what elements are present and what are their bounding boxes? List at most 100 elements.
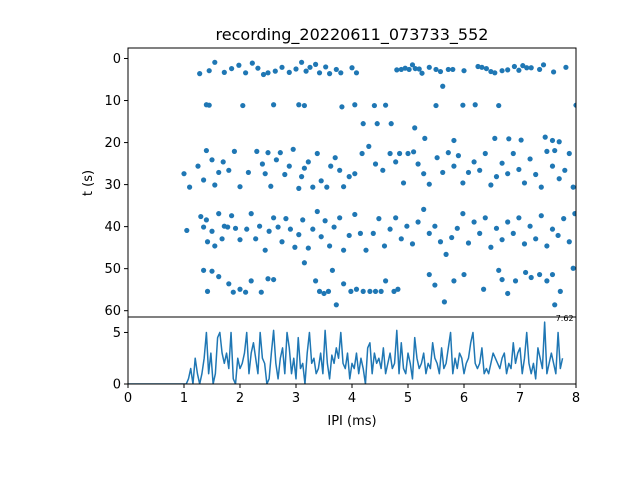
raster-point xyxy=(528,65,534,71)
raster-point xyxy=(460,102,466,108)
raster-point xyxy=(248,278,254,284)
raster-point xyxy=(398,66,404,73)
raster-y-axis-label: t (s) xyxy=(81,170,96,196)
raster-point xyxy=(341,184,347,190)
raster-point xyxy=(316,288,323,294)
raster-point xyxy=(433,66,439,73)
raster-point xyxy=(249,60,255,66)
raster-point xyxy=(475,63,481,70)
raster-point xyxy=(460,211,466,217)
raster-point xyxy=(286,163,292,169)
raster-point xyxy=(415,161,421,167)
raster-point xyxy=(443,251,449,257)
raster-point xyxy=(236,62,242,68)
raster-point xyxy=(254,148,260,154)
raster-point xyxy=(450,66,456,73)
raster-point xyxy=(352,171,358,177)
histogram-x-tick-label: 2 xyxy=(236,391,244,406)
raster-point xyxy=(245,169,251,176)
raster-point xyxy=(277,150,283,156)
raster-point xyxy=(262,171,268,177)
raster-point xyxy=(321,290,327,297)
raster-point xyxy=(481,286,487,292)
raster-point xyxy=(544,243,550,249)
raster-point xyxy=(555,232,561,239)
raster-point xyxy=(381,243,388,249)
raster-point xyxy=(549,271,556,278)
raster-point xyxy=(339,104,345,110)
raster-point xyxy=(552,302,558,308)
raster-point xyxy=(409,62,416,68)
raster-point xyxy=(527,156,533,162)
raster-point xyxy=(397,150,403,157)
histogram-x-axis: 0 1 2 3 4 5 6 7 8 xyxy=(124,384,580,406)
raster-point xyxy=(542,134,548,140)
histogram-y-axis: 05 xyxy=(113,326,128,393)
raster-point xyxy=(516,166,522,173)
raster-point xyxy=(338,70,344,76)
raster-point xyxy=(562,167,568,173)
raster-point xyxy=(209,268,215,274)
raster-point xyxy=(240,102,246,109)
raster-point xyxy=(521,241,528,247)
raster-point xyxy=(216,169,222,176)
raster-point xyxy=(378,288,384,294)
histogram-x-tick-label: 5 xyxy=(404,391,412,406)
raster-point xyxy=(212,59,218,65)
raster-point xyxy=(394,67,400,73)
raster-y-tick-label: 50 xyxy=(104,262,121,277)
raster-point xyxy=(387,226,393,232)
raster-point xyxy=(482,215,488,221)
raster-point xyxy=(540,62,547,68)
histogram-x-tick-label: 4 xyxy=(348,391,356,406)
raster-point xyxy=(512,278,519,284)
raster-point xyxy=(496,267,502,273)
raster-point xyxy=(391,288,397,294)
raster-point xyxy=(411,149,417,155)
raster-point xyxy=(209,228,215,234)
raster-point xyxy=(299,174,305,180)
raster-point xyxy=(209,157,215,163)
raster-point xyxy=(201,224,207,230)
raster-point xyxy=(237,286,243,292)
raster-point xyxy=(187,184,193,190)
raster-point xyxy=(511,63,517,70)
raster-point xyxy=(527,223,533,229)
raster-point xyxy=(426,230,432,236)
raster-point xyxy=(363,247,369,253)
raster-point xyxy=(329,267,335,273)
raster-point xyxy=(563,64,569,70)
raster-point xyxy=(422,135,428,141)
raster-point xyxy=(488,182,494,188)
raster-point xyxy=(225,224,231,230)
raster-point xyxy=(313,61,319,67)
raster-point xyxy=(421,171,427,177)
raster-point xyxy=(471,219,477,225)
raster-point xyxy=(323,64,329,70)
raster-point xyxy=(204,288,211,294)
raster-point xyxy=(371,102,377,109)
raster-point xyxy=(404,223,410,229)
raster-point xyxy=(537,66,543,73)
raster-point xyxy=(488,244,494,250)
histogram-peak-annotation: 7.62 xyxy=(556,314,574,323)
raster-point xyxy=(415,219,421,225)
raster-point xyxy=(505,290,511,297)
raster-point xyxy=(549,163,556,169)
raster-point xyxy=(499,237,505,243)
raster-point xyxy=(516,215,522,221)
raster-point xyxy=(325,288,332,294)
raster-point xyxy=(346,174,352,180)
raster-point xyxy=(248,211,254,217)
raster-point xyxy=(265,150,271,156)
raster-point xyxy=(203,147,209,154)
raster-point xyxy=(499,276,505,283)
raster-point xyxy=(409,241,416,247)
raster-point xyxy=(229,65,235,72)
raster-y-tick-label: 10 xyxy=(104,94,121,109)
raster-point xyxy=(220,159,226,165)
raster-point xyxy=(454,225,460,231)
raster-point xyxy=(523,269,529,276)
raster-point xyxy=(237,184,243,190)
